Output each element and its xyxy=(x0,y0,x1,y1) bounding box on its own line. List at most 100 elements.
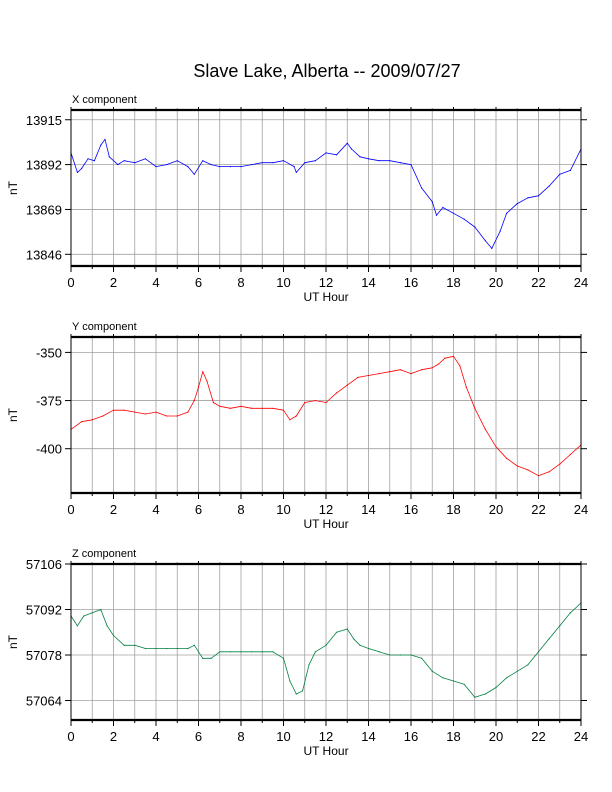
x-tick-label: 10 xyxy=(276,729,290,744)
data-point xyxy=(134,644,136,646)
data-point xyxy=(251,651,253,653)
x-tick-label: 22 xyxy=(531,275,545,290)
x-tick-label: 16 xyxy=(404,729,418,744)
data-point xyxy=(569,453,572,456)
data-point xyxy=(325,152,327,154)
data-point xyxy=(81,167,83,170)
data-point xyxy=(144,158,146,160)
data-point xyxy=(229,166,231,168)
y-tick-label: 57092 xyxy=(26,603,62,618)
y-tick-label: 13892 xyxy=(26,158,62,173)
data-point xyxy=(76,625,78,627)
y-tick-label: -400 xyxy=(36,442,62,457)
data-point xyxy=(272,651,274,653)
y-tick-label: 57106 xyxy=(26,557,62,572)
data-point xyxy=(308,664,310,666)
data-point xyxy=(346,142,348,144)
data-point xyxy=(251,164,253,166)
data-point xyxy=(251,407,253,409)
data-point xyxy=(548,185,550,187)
y-axis-label: nT xyxy=(6,180,20,195)
data-point xyxy=(155,647,157,650)
data-point xyxy=(438,363,440,365)
x-tick-label: 20 xyxy=(489,502,503,517)
data-point xyxy=(421,657,423,659)
data-point xyxy=(166,415,168,417)
data-point xyxy=(282,657,285,659)
data-point xyxy=(112,409,115,411)
x-tick-label: 16 xyxy=(404,275,418,290)
x-axis-label: UT Hour xyxy=(303,744,348,758)
data-point xyxy=(219,405,221,407)
x-tick-label: 18 xyxy=(446,502,460,517)
data-point xyxy=(442,206,444,209)
data-point xyxy=(516,203,518,205)
data-point xyxy=(106,625,108,627)
chart-panels: 0 2 4 6 8 10 12 14 16 18 20 22 241384613869138921391… xyxy=(6,94,588,758)
data-point xyxy=(187,411,189,413)
data-point xyxy=(314,160,316,162)
x-tick-label: 12 xyxy=(319,275,333,290)
data-point xyxy=(134,162,136,164)
data-point xyxy=(76,171,78,173)
x-tick-label: 0 xyxy=(67,502,74,517)
data-point xyxy=(459,365,461,367)
data-point xyxy=(325,401,327,404)
data-point xyxy=(559,463,561,465)
x-tick-label: 14 xyxy=(361,729,375,744)
panel-3: 0 2 4 6 8 10 12 14 16 18 20 22 245706457078570925710… xyxy=(6,548,588,758)
data-point xyxy=(548,638,550,640)
x-tick-label: 24 xyxy=(574,502,588,517)
panel-title: Y component xyxy=(72,321,137,333)
data-point xyxy=(261,407,263,409)
data-point xyxy=(212,401,214,404)
data-point xyxy=(474,696,476,698)
x-tick-label: 4 xyxy=(152,275,159,290)
data-point xyxy=(91,612,93,614)
data-point xyxy=(367,374,370,377)
data-point xyxy=(537,475,540,477)
data-point xyxy=(559,173,561,175)
y-tick-label: 57064 xyxy=(26,694,62,709)
x-tick-label: 20 xyxy=(489,729,503,744)
y-tick-label: -375 xyxy=(36,394,62,409)
data-point xyxy=(100,608,102,611)
data-point xyxy=(569,169,572,171)
data-point xyxy=(261,651,263,653)
x-tick-label: 2 xyxy=(110,502,117,517)
data-point xyxy=(527,197,529,199)
x-tick-label: 4 xyxy=(152,729,159,744)
x-tick-label: 10 xyxy=(276,275,290,290)
data-point xyxy=(516,465,518,467)
data-point xyxy=(202,160,204,162)
data-point xyxy=(219,651,221,653)
data-point xyxy=(261,162,263,164)
data-point xyxy=(155,411,157,413)
data-point xyxy=(210,657,212,659)
data-point xyxy=(499,230,501,232)
data-point xyxy=(336,154,338,156)
data-point xyxy=(117,164,119,166)
x-tick-label: 6 xyxy=(195,729,202,744)
data-point xyxy=(431,670,433,672)
data-point xyxy=(166,647,168,650)
data-point xyxy=(193,644,195,646)
data-point xyxy=(506,457,508,459)
data-point xyxy=(325,644,327,646)
x-tick-label: 22 xyxy=(531,502,545,517)
series-line xyxy=(70,138,582,249)
data-point xyxy=(537,651,540,653)
data-point xyxy=(495,686,497,689)
data-point xyxy=(104,138,106,140)
data-point xyxy=(229,651,231,653)
data-point xyxy=(399,654,401,656)
data-point xyxy=(272,162,274,164)
data-point xyxy=(484,693,486,695)
data-point xyxy=(176,647,178,650)
chart-title: Slave Lake, Alberta -- 2009/07/27 xyxy=(193,61,460,81)
data-point xyxy=(537,195,540,197)
data-point xyxy=(444,357,446,359)
data-point xyxy=(144,413,146,415)
data-point xyxy=(219,166,221,168)
